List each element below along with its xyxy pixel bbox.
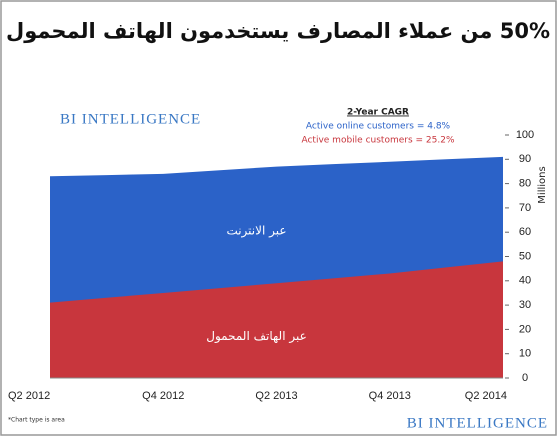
x-tick-label: Q2 2014 xyxy=(465,390,507,402)
y-tick-label: 80 xyxy=(519,178,531,190)
y-tick-label: 30 xyxy=(519,299,531,311)
y-tick-label: 50 xyxy=(519,250,531,262)
brand: BI INTELLIGENCE xyxy=(60,111,201,127)
y-tick-label: 70 xyxy=(519,202,531,214)
area-label: عبر الانترنت xyxy=(226,223,286,238)
footnote: *Chart type is area xyxy=(8,417,65,424)
annotation: Active online customers = 4.8% xyxy=(306,122,451,132)
y-tick-label: 90 xyxy=(519,153,531,165)
y-tick-label: 60 xyxy=(519,226,531,238)
brand: BI INTELLIGENCE xyxy=(407,415,548,431)
y-tick-label: 40 xyxy=(519,275,531,287)
x-tick-label: Q2 2013 xyxy=(255,390,297,402)
y-axis-label: Millions xyxy=(537,166,548,203)
x-tick-label: Q4 2012 xyxy=(142,390,184,402)
area xyxy=(50,261,503,378)
x-tick-label: Q2 2012 xyxy=(8,390,50,402)
annotation: Active mobile customers = 25.2% xyxy=(301,136,454,146)
y-tick-label: 100 xyxy=(516,129,534,141)
x-tick-label: Q4 2013 xyxy=(369,390,411,402)
annotation: 2-Year CAGR xyxy=(347,108,409,118)
y-tick-label: 10 xyxy=(519,348,531,360)
chart-title: 50% من عملاء المصارف يستخدمون الهاتف الم… xyxy=(6,19,550,43)
y-tick-label: 20 xyxy=(519,323,531,335)
y-tick-label: 0 xyxy=(522,372,528,384)
area-label: عبر الهاتف المحمول xyxy=(206,329,307,344)
